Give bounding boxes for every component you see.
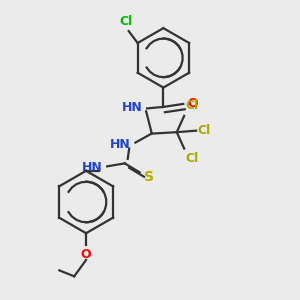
Text: Cl: Cl <box>185 152 198 165</box>
Text: O: O <box>187 98 198 110</box>
Text: HN: HN <box>110 138 131 151</box>
Text: HN: HN <box>122 101 142 114</box>
Text: Cl: Cl <box>197 124 210 137</box>
Text: O: O <box>81 248 92 261</box>
Text: HN: HN <box>82 161 102 174</box>
Text: Cl: Cl <box>119 14 132 28</box>
Text: S: S <box>144 170 154 184</box>
Text: Cl: Cl <box>185 99 198 112</box>
